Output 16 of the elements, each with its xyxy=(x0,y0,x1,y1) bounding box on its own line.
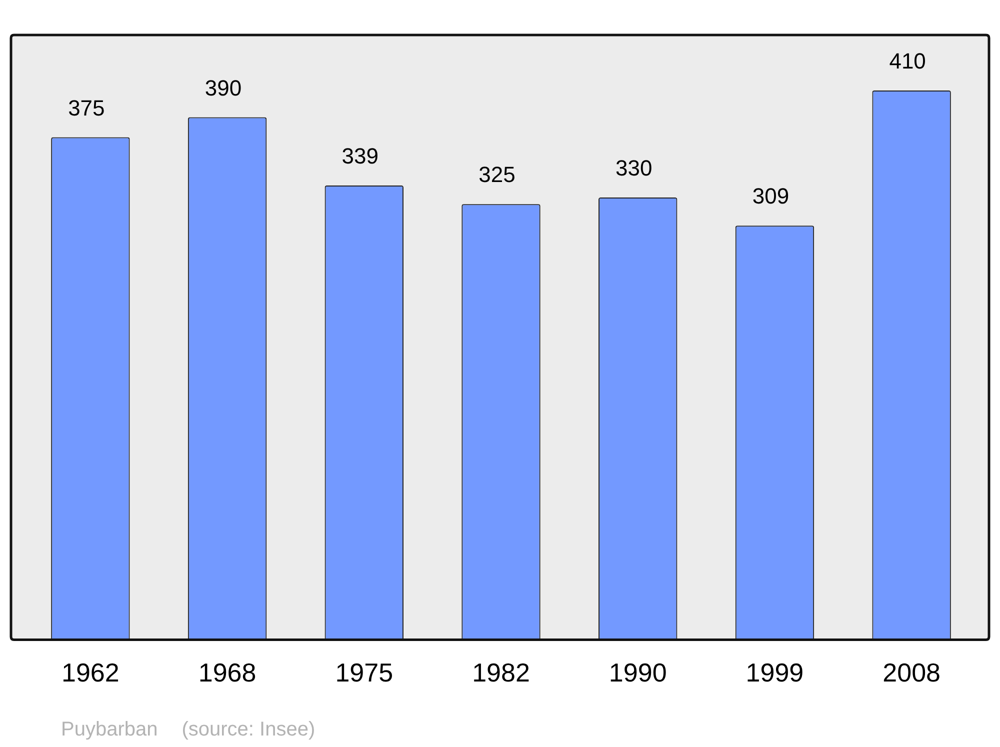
data-label: 390 xyxy=(204,75,242,100)
text: (source: Insee) xyxy=(182,718,316,741)
data-label: 325 xyxy=(478,162,516,188)
x-tick-label: 1999 xyxy=(746,658,804,688)
text: Puybarban xyxy=(61,718,158,741)
data-label: 330 xyxy=(616,156,652,181)
x-tick-label: 1990 xyxy=(608,658,667,688)
x-tick-label: 2008 xyxy=(882,658,940,688)
data-label: 410 xyxy=(889,48,926,74)
x-tick-label: 1975 xyxy=(335,658,394,688)
x-tick-label: 1968 xyxy=(198,658,256,688)
data-label: 309 xyxy=(752,184,790,209)
data-label: 339 xyxy=(342,144,378,169)
x-tick-label: 1962 xyxy=(62,658,120,688)
x-tick-label: 1982 xyxy=(472,658,530,688)
data-label: 375 xyxy=(68,95,105,120)
